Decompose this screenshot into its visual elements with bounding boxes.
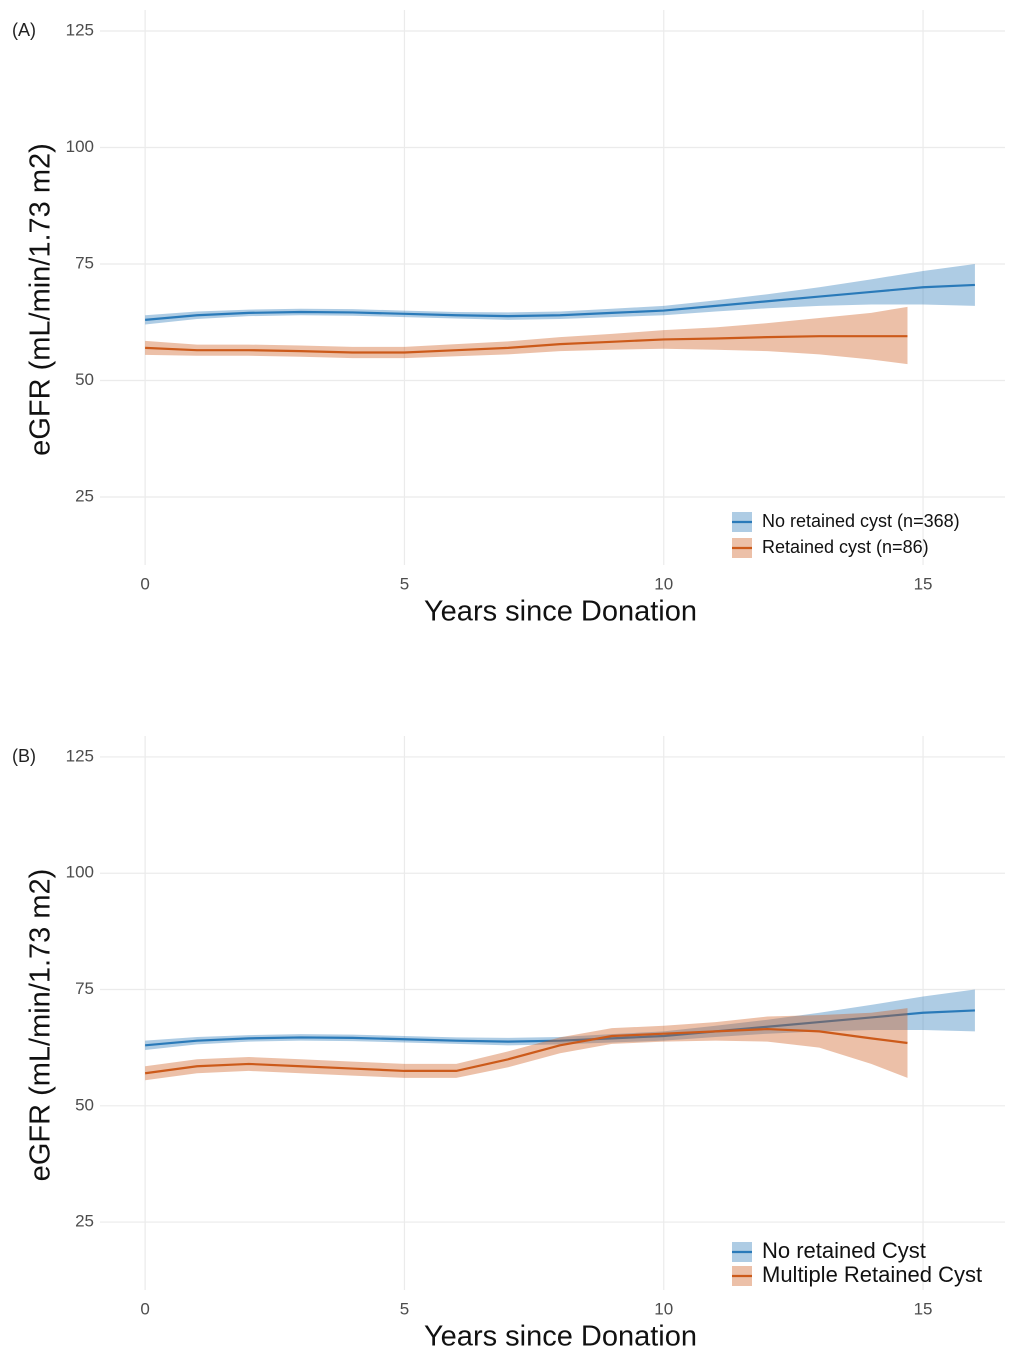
legend-label: Multiple Retained Cyst: [762, 1262, 982, 1287]
trend-line: [145, 335, 908, 354]
panel-label: (A): [12, 20, 36, 40]
x-tick-label: 0: [140, 1299, 149, 1318]
legend-label: No retained cyst (n=368): [762, 511, 960, 531]
y-tick-label: 50: [75, 370, 94, 389]
y-tick-label: 75: [75, 253, 94, 272]
y-tick-label: 100: [66, 137, 94, 156]
y-tick-label: 100: [66, 863, 94, 882]
y-axis-title: eGFR (mL/min/1.73 m2): [25, 143, 57, 456]
x-axis-title: Years since Donation: [424, 1321, 697, 1353]
x-tick-label: 5: [400, 1299, 409, 1318]
y-tick-label: 125: [66, 20, 94, 39]
x-tick-label: 15: [914, 574, 933, 593]
legend-item: No retained Cyst: [732, 1238, 926, 1263]
trend-line: [145, 283, 975, 321]
x-tick-label: 0: [140, 574, 149, 593]
x-tick-label: 5: [400, 574, 409, 593]
y-axis-title: eGFR (mL/min/1.73 m2): [25, 869, 57, 1182]
legend-label: Retained cyst (n=86): [762, 537, 929, 557]
x-tick-label: 10: [654, 1299, 673, 1318]
y-tick-label: 75: [75, 979, 94, 998]
confidence-band: [145, 989, 975, 1050]
confidence-band: [145, 263, 975, 325]
legend-item: No retained cyst (n=368): [732, 511, 960, 532]
confidence-band: [145, 306, 908, 365]
x-axis-title: Years since Donation: [424, 596, 697, 628]
legend-item: Retained cyst (n=86): [732, 537, 929, 558]
y-tick-label: 50: [75, 1095, 94, 1114]
legend-item: Multiple Retained Cyst: [732, 1262, 982, 1287]
trend-line: [144, 1027, 908, 1075]
x-tick-label: 10: [654, 574, 673, 593]
legend-label: No retained Cyst: [762, 1238, 926, 1263]
panel-label: (B): [12, 746, 36, 766]
confidence-band: [145, 1008, 908, 1081]
y-tick-label: 25: [75, 486, 94, 505]
y-tick-label: 25: [75, 1212, 94, 1231]
x-tick-label: 15: [914, 1299, 933, 1318]
trend-line: [145, 1009, 975, 1047]
y-tick-label: 125: [66, 746, 94, 765]
